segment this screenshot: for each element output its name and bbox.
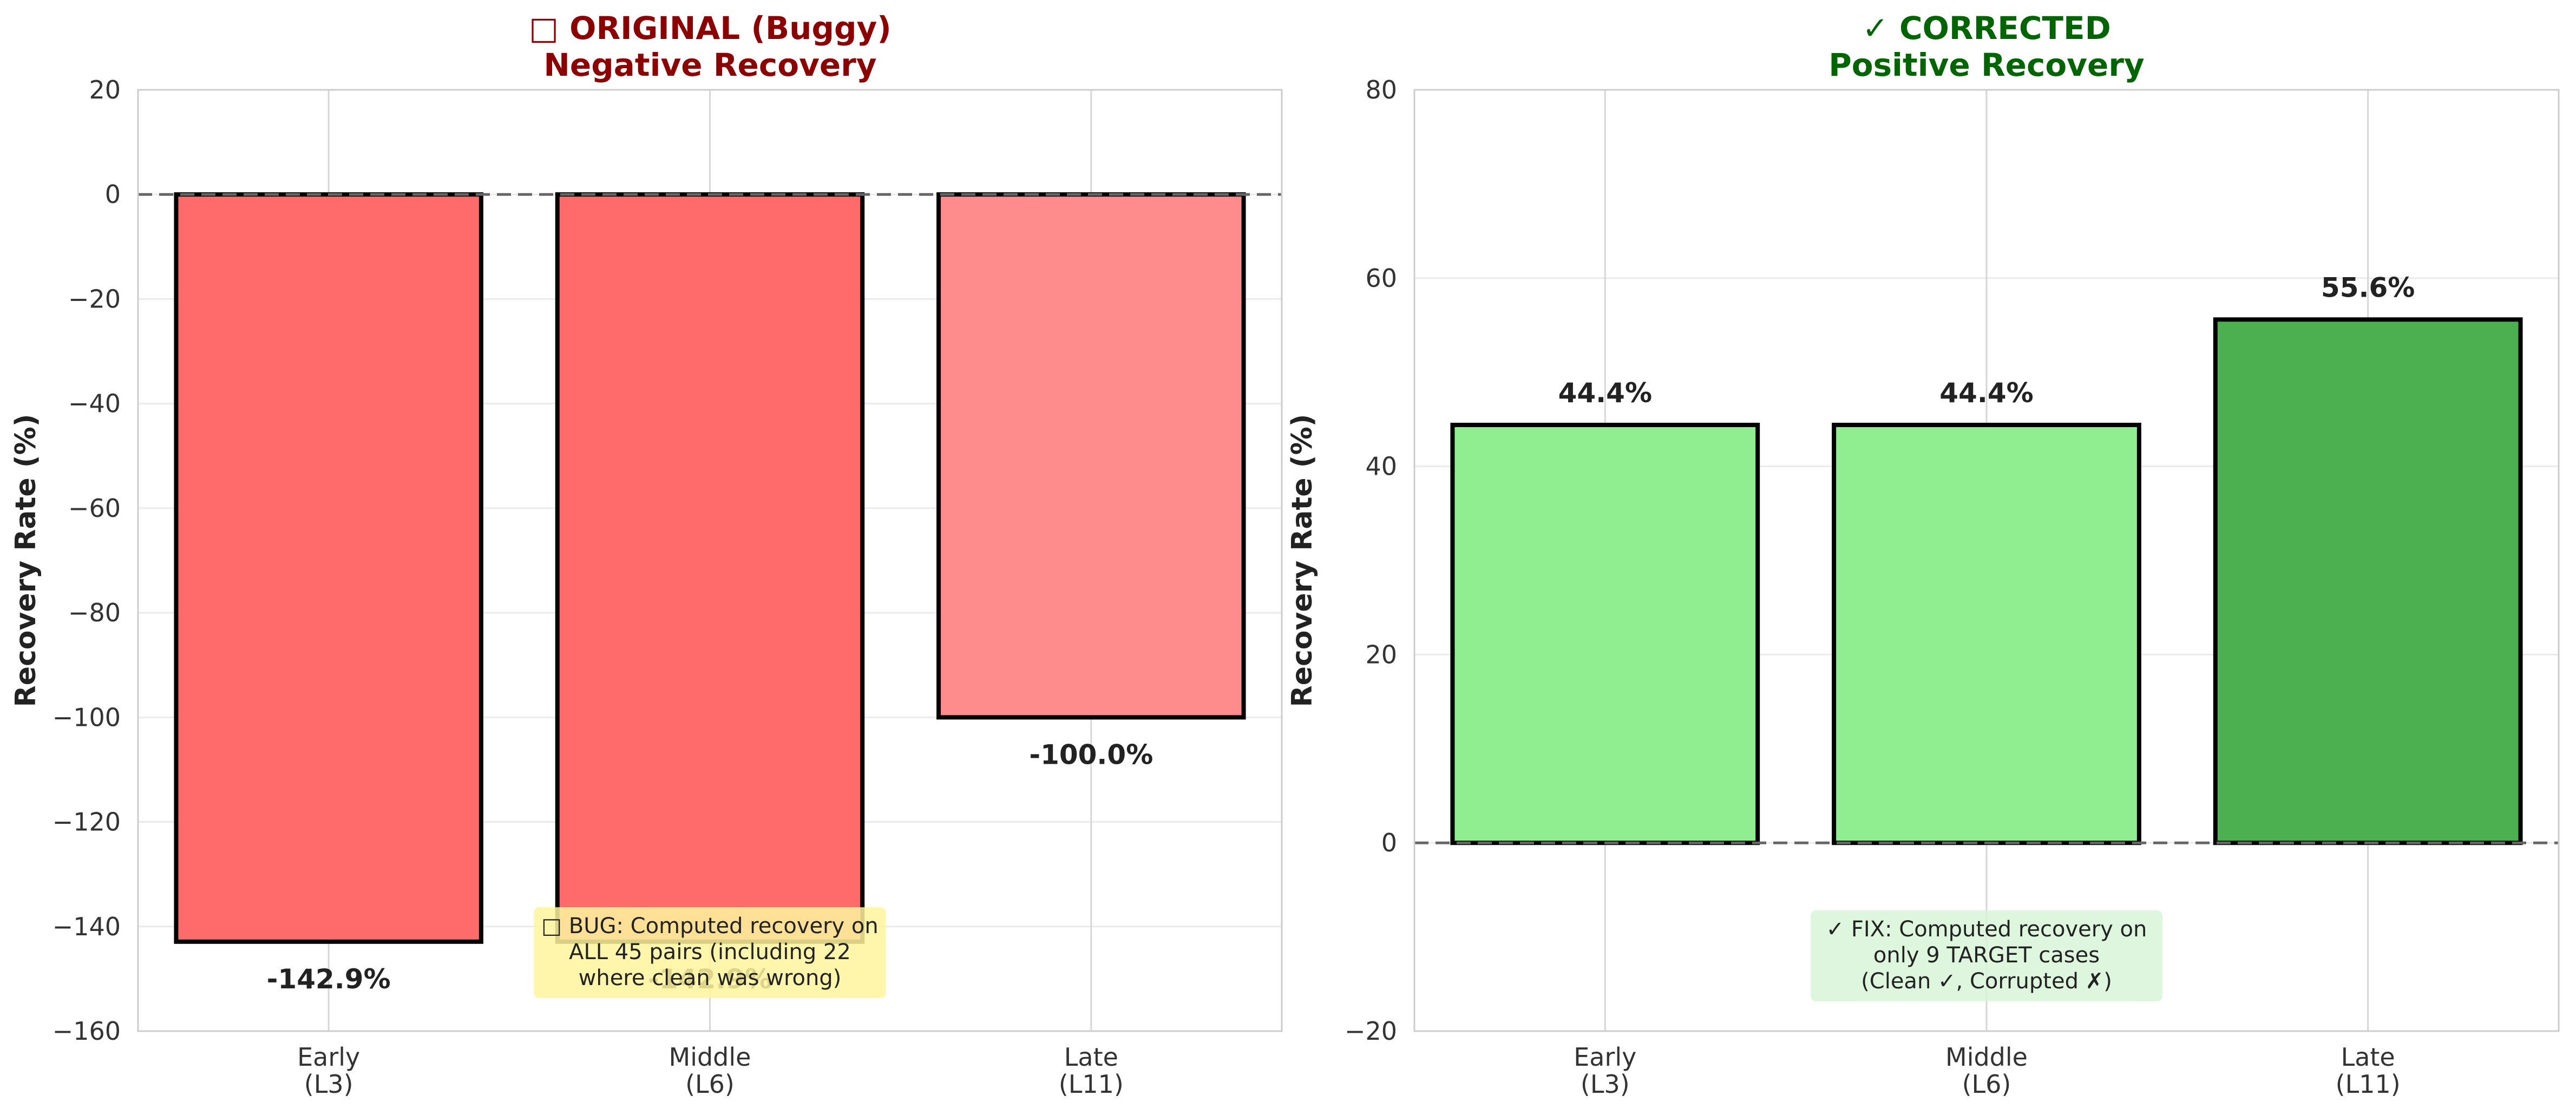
x-tick-label: Middle (L6) bbox=[1945, 1042, 2028, 1099]
chart-panel-1: □ ORIGINAL (Buggy)Negative Recovery 20 0 −2… bbox=[10, 10, 1283, 1099]
axes-frame bbox=[1413, 89, 2560, 1032]
chart-subtitle: Positive Recovery bbox=[1828, 47, 2144, 83]
x-tick-label: Late (L11) bbox=[2336, 1042, 2401, 1099]
y-tick-label: 80 bbox=[1365, 75, 1397, 104]
y-tick-label: 0 bbox=[1381, 828, 1397, 857]
annotation-text: □ BUG: Computed recovery on ALL 45 pairs … bbox=[541, 914, 879, 991]
chart-title: ✓ CORRECTED bbox=[1862, 10, 2111, 47]
y-tick-label: 60 bbox=[1365, 264, 1397, 293]
y-tick-label: −80 bbox=[68, 598, 121, 627]
annotation-box bbox=[1811, 910, 2162, 1001]
x-tick-label: Early (L3) bbox=[297, 1042, 360, 1099]
data-label: 44.4% bbox=[1558, 377, 1652, 409]
y-tick-label: −120 bbox=[53, 808, 121, 837]
y-tick-label: −140 bbox=[53, 912, 121, 941]
data-label: -100.0% bbox=[1029, 739, 1153, 770]
y-axis-label: Recovery Rate (%) bbox=[10, 414, 42, 707]
bar bbox=[2213, 317, 2523, 845]
y-tick-label: −100 bbox=[53, 703, 121, 732]
bar bbox=[555, 192, 865, 944]
y-tick-label: −20 bbox=[1345, 1016, 1397, 1046]
data-label: 55.6% bbox=[2321, 272, 2415, 303]
x-tick-label: Early (L3) bbox=[1574, 1042, 1636, 1099]
bar bbox=[174, 192, 483, 944]
annotation-text: ✓ FIX: Computed recovery on only 9 TARGET… bbox=[1826, 917, 2147, 994]
data-label: 44.4% bbox=[1939, 377, 2033, 409]
y-tick-label: 40 bbox=[1365, 452, 1397, 481]
y-tick-label: 0 bbox=[105, 180, 121, 209]
chart-title: □ ORIGINAL (Buggy) bbox=[529, 10, 892, 47]
bar bbox=[1450, 423, 1760, 845]
x-tick-label: Middle (L6) bbox=[669, 1042, 751, 1099]
y-tick-label: −160 bbox=[53, 1016, 121, 1046]
y-tick-label: 20 bbox=[1365, 640, 1397, 669]
data-label: -142.9% bbox=[267, 963, 391, 995]
annotation-box bbox=[534, 907, 886, 999]
y-tick-label: −60 bbox=[68, 494, 121, 523]
y-axis-label: Recovery Rate (%) bbox=[1286, 414, 1319, 707]
bar bbox=[1832, 423, 2141, 845]
y-tick-label: 20 bbox=[89, 75, 121, 104]
bar bbox=[936, 192, 1246, 720]
y-tick-label: −40 bbox=[68, 389, 121, 418]
axes-frame bbox=[137, 89, 1283, 1032]
chart-subtitle: Negative Recovery bbox=[543, 47, 876, 83]
y-tick-label: −20 bbox=[68, 284, 121, 313]
x-tick-label: Late (L11) bbox=[1059, 1042, 1124, 1099]
